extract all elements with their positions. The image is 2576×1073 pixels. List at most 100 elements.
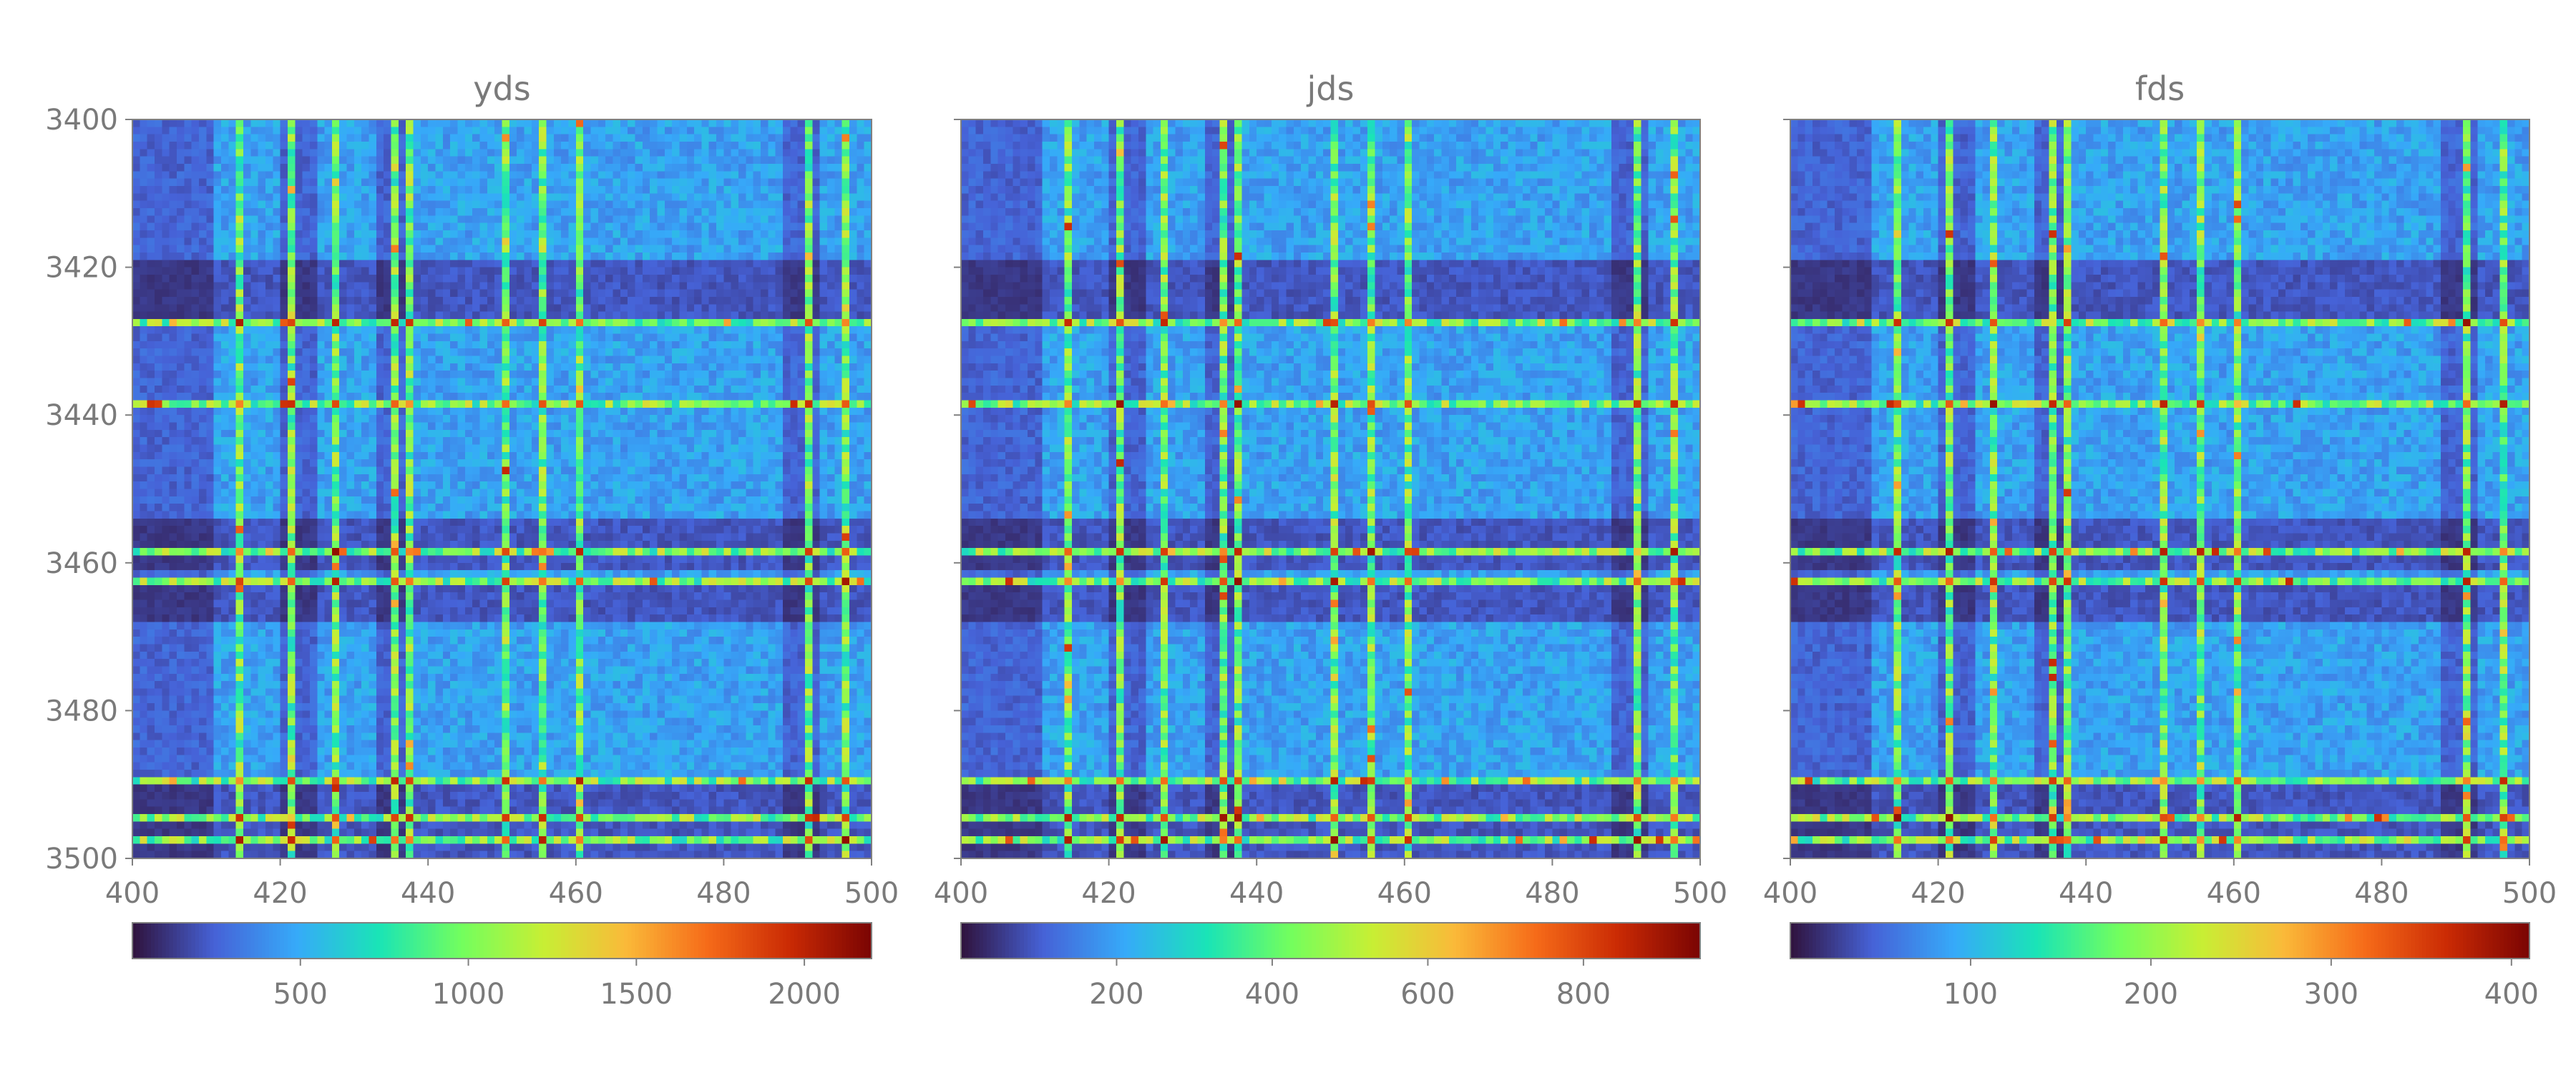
heatmap-cell	[576, 312, 584, 320]
heatmap-cell	[421, 201, 429, 209]
heatmap-cell	[731, 334, 739, 342]
heatmap-cell	[605, 348, 613, 356]
heatmap-cell	[665, 290, 673, 298]
heatmap-cell	[849, 437, 857, 445]
heatmap-cell	[228, 430, 236, 438]
heatmap-cell	[273, 386, 280, 393]
heatmap-cell	[546, 371, 554, 378]
heatmap-cell	[354, 134, 362, 142]
heatmap-cell	[798, 378, 806, 386]
heatmap-cell	[628, 171, 635, 179]
heatmap-cell	[568, 164, 576, 172]
heatmap-cell	[561, 341, 569, 349]
heatmap-cell	[288, 386, 296, 393]
heatmap-cell	[347, 171, 355, 179]
heatmap-cell	[273, 223, 280, 231]
heatmap-cell	[709, 459, 717, 467]
heatmap-cell	[746, 282, 753, 290]
heatmap-cell	[694, 193, 702, 201]
heatmap-cell	[443, 215, 451, 223]
heatmap-cell	[738, 119, 746, 127]
heatmap-cell	[325, 378, 333, 386]
heatmap-cell	[332, 149, 340, 157]
heatmap-cell	[487, 149, 495, 157]
heatmap-cell	[273, 334, 280, 342]
heatmap-cell	[665, 149, 673, 157]
heatmap-cell	[147, 415, 155, 423]
heatmap-cell	[650, 171, 658, 179]
heatmap-cell	[192, 415, 200, 423]
heatmap-cell	[421, 275, 429, 283]
heatmap-cell	[613, 423, 620, 431]
heatmap-cell	[532, 134, 540, 142]
heatmap-cell	[303, 348, 311, 356]
heatmap-cell	[554, 193, 562, 201]
heatmap-cell	[554, 393, 562, 401]
heatmap-cell	[480, 459, 488, 467]
heatmap-cell	[236, 230, 244, 238]
heatmap-cell	[731, 348, 739, 356]
heatmap-cell	[561, 430, 569, 438]
heatmap-cell	[406, 459, 414, 467]
heatmap-cell	[487, 445, 495, 453]
heatmap-cell	[458, 297, 466, 305]
heatmap-cell	[487, 171, 495, 179]
heatmap-cell	[487, 142, 495, 150]
heatmap-cell	[162, 415, 170, 423]
heatmap-cell	[776, 149, 784, 157]
heatmap-cell	[332, 193, 340, 201]
heatmap-cell	[458, 348, 466, 356]
heatmap-cell	[162, 312, 170, 320]
heatmap-cell	[228, 237, 236, 245]
heatmap-cell	[295, 237, 303, 245]
heatmap-cell	[339, 290, 347, 298]
heatmap-cell	[140, 157, 147, 165]
heatmap-cell	[643, 452, 650, 460]
heatmap-cell	[192, 393, 200, 401]
heatmap-cell	[192, 334, 200, 342]
heatmap-cell	[568, 297, 576, 305]
heatmap-cell	[421, 164, 429, 172]
heatmap-cell	[369, 245, 377, 253]
heatmap-cell	[583, 290, 591, 298]
heatmap-cell	[192, 157, 200, 165]
heatmap-cell	[228, 157, 236, 165]
heatmap-cell	[776, 142, 784, 150]
heatmap-cell	[679, 149, 687, 157]
heatmap-cell	[620, 127, 628, 134]
heatmap-cell	[768, 260, 776, 268]
heatmap-cell	[465, 201, 473, 209]
heatmap-cell	[384, 230, 391, 238]
heatmap-cell	[605, 459, 613, 467]
heatmap-cell	[532, 445, 540, 453]
heatmap-cell	[288, 230, 296, 238]
heatmap-cell	[192, 215, 200, 223]
heatmap-cell	[184, 319, 192, 327]
heatmap-cell	[657, 201, 665, 209]
heatmap-cell	[206, 208, 214, 216]
heatmap-cell	[369, 237, 377, 245]
heatmap-cell	[147, 142, 155, 150]
heatmap-cell	[265, 430, 273, 438]
heatmap-cell	[605, 386, 613, 393]
heatmap-cell	[812, 415, 820, 423]
heatmap-cell	[391, 386, 399, 393]
heatmap-cell	[783, 408, 791, 416]
heatmap-cell	[643, 245, 650, 253]
heatmap-cell	[369, 171, 377, 179]
heatmap-cell	[590, 312, 598, 320]
heatmap-cell	[613, 171, 620, 179]
heatmap-cell	[214, 356, 222, 364]
heatmap-cell	[509, 459, 517, 467]
heatmap-cell	[723, 230, 731, 238]
heatmap-cell	[214, 127, 222, 134]
heatmap-cell	[450, 193, 458, 201]
heatmap-cell	[613, 430, 620, 438]
heatmap-cell	[657, 134, 665, 142]
heatmap-cell	[487, 401, 495, 408]
heatmap-cell	[583, 171, 591, 179]
heatmap-cell	[317, 378, 325, 386]
heatmap-cell	[199, 393, 207, 401]
heatmap-cell	[539, 134, 547, 142]
